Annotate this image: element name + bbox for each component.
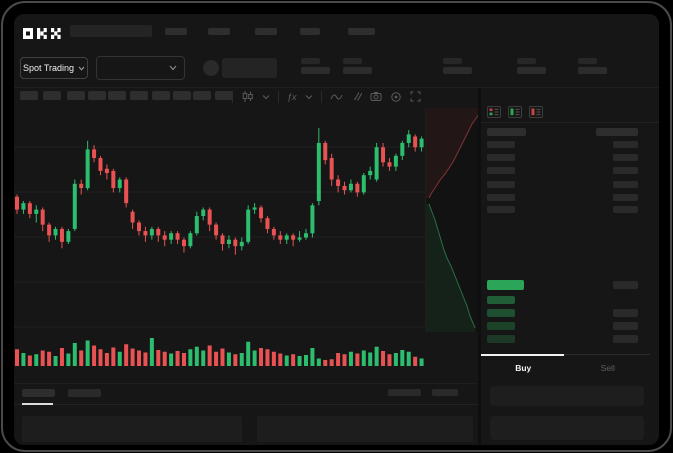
ask-price-placeholder [487,181,515,188]
history-tab-placeholder[interactable] [68,389,101,397]
trade-tabs: Buy Sell [481,354,650,381]
book-split-icon[interactable] [487,105,501,118]
camera-icon[interactable] [370,91,382,102]
interval-button-placeholder[interactable] [88,91,106,100]
chevron-down-icon[interactable] [262,94,270,100]
book-col-header-price [487,128,526,136]
coin-avatar [203,60,219,76]
settings-icon[interactable] [390,91,402,103]
okx-logo [23,26,63,39]
ask-price-placeholder [487,194,515,201]
nav-item-placeholder[interactable] [165,28,187,35]
nav-item-placeholder[interactable] [255,28,277,35]
compare-icon[interactable] [351,91,362,102]
app-window: Spot Trading ƒx [14,14,659,445]
book-asks-icon[interactable] [529,105,543,118]
last-price-placeholder [222,58,277,78]
nav-item-placeholder[interactable] [208,28,230,35]
bid-amount-placeholder [613,309,638,317]
candles-icon[interactable] [241,90,254,103]
nav-item-placeholder[interactable] [348,28,375,35]
open-orders-panel-placeholder [22,416,242,442]
ask-amount-placeholder [613,194,638,201]
interval-button-placeholder[interactable] [193,91,211,100]
interval-button-placeholder[interactable] [130,91,148,100]
active-tab-indicator [481,354,564,356]
stat-label-placeholder [301,58,320,64]
interval-button-placeholder[interactable] [152,91,170,100]
bid-price-placeholder [487,309,515,317]
last-price-pill[interactable] [487,280,524,290]
ask-amount-placeholder [613,167,638,174]
ask-price-placeholder [487,154,515,161]
bid-amount-placeholder [613,335,638,343]
interval-button-placeholder[interactable] [215,91,233,100]
market-stat-placeholder [301,58,331,74]
market-stat-placeholder [578,58,608,74]
orders-tab-placeholder[interactable] [22,389,55,397]
chevron-down-icon[interactable] [305,94,313,100]
order-field-placeholder[interactable] [490,386,644,406]
bid-price-placeholder [487,335,515,343]
divider [320,90,322,103]
interval-button-placeholder[interactable] [43,91,61,100]
ask-amount-placeholder [613,206,638,213]
stat-value-placeholder [301,67,330,74]
market-stat-placeholder [343,58,373,74]
bid-price-placeholder [487,322,515,330]
tab-buy[interactable]: Buy [515,363,532,373]
fullscreen-icon[interactable] [410,91,421,102]
book-cell-placeholder [613,281,638,289]
book-col-header-amount [596,128,638,136]
stat-label-placeholder [443,58,462,64]
bottom-action-placeholder[interactable] [388,389,421,396]
order-history-panel-placeholder [257,416,473,442]
ask-price-placeholder [487,167,515,174]
interval-button-placeholder[interactable] [20,91,38,100]
nav-item-placeholder[interactable] [300,28,320,35]
stat-value-placeholder [443,67,472,74]
active-tab-indicator [22,403,53,405]
ask-amount-placeholder [613,141,638,148]
book-bids-icon[interactable] [508,105,522,118]
ask-amount-placeholder [613,181,638,188]
divider [232,90,233,103]
divider [278,90,279,103]
market-stat-placeholder [517,58,547,74]
ask-amount-placeholder [613,154,638,161]
ask-price-placeholder [487,206,515,213]
interval-button-placeholder[interactable] [67,91,85,100]
bid-price-placeholder [487,296,515,304]
stat-value-placeholder [343,67,372,74]
market-type-selector[interactable]: Spot Trading [20,57,88,79]
stat-label-placeholder [517,58,536,64]
stat-label-placeholder [578,58,597,64]
orderbook-trade-panel: Buy Sell [478,88,659,445]
interval-button-placeholder[interactable] [108,91,126,100]
stat-label-placeholder [343,58,362,64]
stat-value-placeholder [578,67,607,74]
depth-chart [425,108,479,332]
order-field-placeholder[interactable] [490,416,644,440]
market-type-label: Spot Trading [22,63,75,73]
header-search-placeholder[interactable] [70,25,152,37]
stat-value-placeholder [517,67,546,74]
ask-price-placeholder [487,141,515,148]
line-style-icon[interactable] [330,92,343,102]
pair-dropdown[interactable] [96,56,185,80]
chevron-down-icon [78,66,85,71]
market-stat-placeholder [443,58,473,74]
chart-tools: ƒx [232,89,421,104]
tab-sell[interactable]: Sell [600,363,615,373]
volume-chart [15,338,424,366]
bid-amount-placeholder [613,322,638,330]
candlestick-chart [14,127,425,328]
chevron-down-icon [169,65,177,71]
interval-button-placeholder[interactable] [173,91,191,100]
indicator-fx-icon[interactable]: ƒx [287,91,297,102]
bottom-action-placeholder[interactable] [432,389,458,396]
